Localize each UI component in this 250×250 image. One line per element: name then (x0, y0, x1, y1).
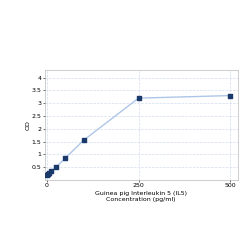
Point (46, 172, 50, 175)
Point (54, 165, 58, 169)
Y-axis label: OD: OD (25, 120, 30, 130)
Point (228, 94, 232, 98)
Point (82, 138, 86, 142)
Point (136, 96, 140, 100)
Point (50, 169, 54, 173)
Point (45, 173, 49, 177)
Point (47, 171, 51, 175)
Point (63, 156, 67, 160)
X-axis label: Guinea pig Interleukin 5 (IL5)
Concentration (pg/ml): Guinea pig Interleukin 5 (IL5) Concentra… (95, 191, 187, 202)
